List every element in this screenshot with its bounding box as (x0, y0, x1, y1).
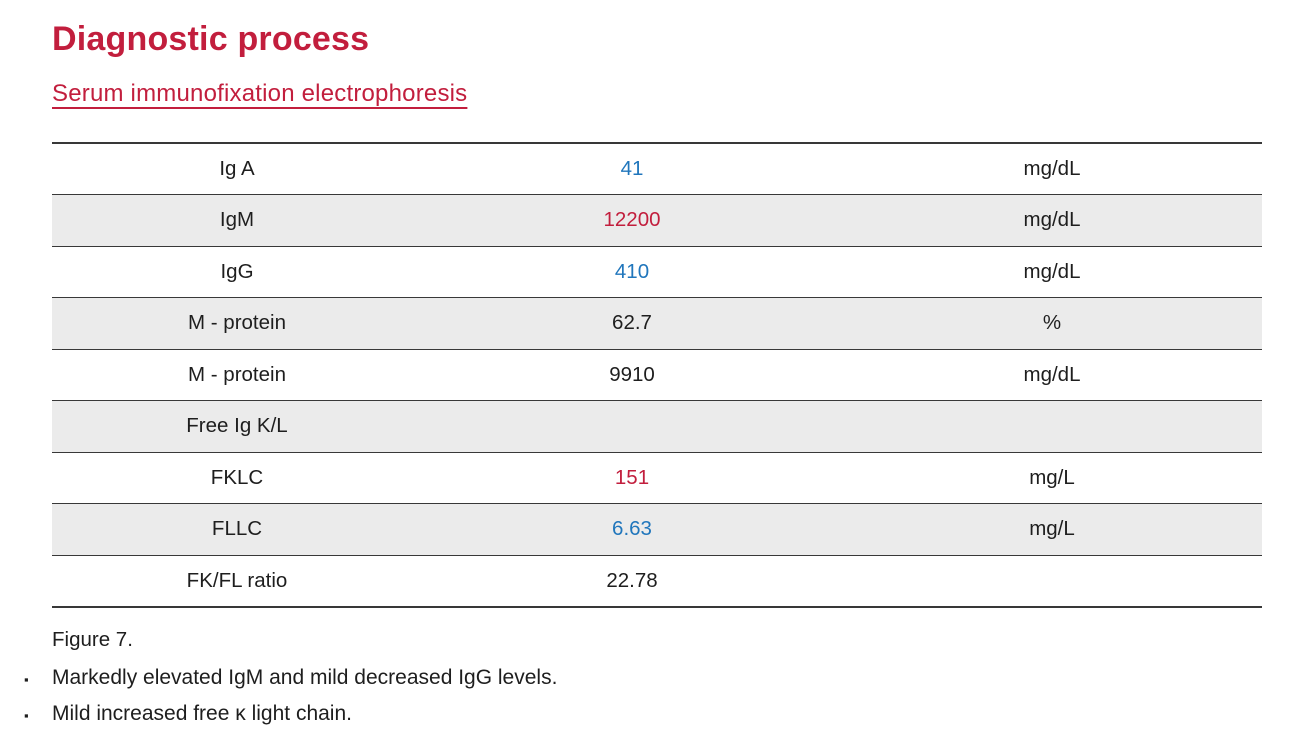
analyte-unit: mg/dL (1023, 259, 1081, 283)
table-row-fkfl-ratio: FK/FL ratio 22.78 (52, 555, 1262, 607)
analyte-unit: mg/dL (1023, 362, 1081, 386)
analyte-value: 410 (614, 259, 650, 283)
findings-list: ▪ Markedly elevated IgM and mild decreas… (24, 661, 1262, 733)
table-row-iga: Ig A 41 mg/dL (52, 143, 1262, 196)
analyte-label: FK/FL ratio (186, 568, 288, 592)
section-subtitle: Serum immunofixation electrophoresis (52, 80, 468, 108)
analyte-unit: mg/L (1029, 517, 1075, 541)
finding-text: Mild increased free κ light chain. (52, 702, 352, 726)
analyte-unit: % (1042, 311, 1062, 335)
analyte-unit: mg/L (1029, 465, 1075, 489)
analyte-value: 62.7 (612, 311, 652, 335)
list-item: ▪ Mild increased free κ light chain. (24, 697, 1262, 733)
table-row-free-ig-kl: Free Ig K/L (52, 401, 1262, 453)
table-row-mprotein-pct: M - protein 62.7 % (52, 298, 1262, 350)
analyte-unit: mg/dL (1023, 156, 1081, 180)
analyte-label: Free Ig K/L (186, 414, 288, 438)
analyte-label: M - protein (188, 362, 286, 386)
table-row-igm: IgM 12200 mg/dL (52, 195, 1262, 247)
analyte-label: FKLC (210, 465, 264, 489)
finding-text: Markedly elevated IgM and mild decreased… (52, 666, 558, 690)
table-row-mprotein-mgdl: M - protein 9910 mg/dL (52, 349, 1262, 402)
table-row-igg: IgG 410 mg/dL (52, 246, 1262, 299)
analyte-label: M - protein (188, 311, 286, 335)
page-title: Diagnostic process (52, 20, 370, 58)
analyte-label: Ig A (219, 156, 255, 180)
table-row-fklc: FKLC 151 mg/L (52, 452, 1262, 505)
bullet-square-icon: ▪ (24, 708, 29, 724)
analyte-value: 6.63 (612, 517, 652, 541)
analyte-unit: mg/dL (1023, 208, 1081, 232)
analyte-value: 9910 (609, 362, 655, 386)
list-item: ▪ Markedly elevated IgM and mild decreas… (24, 661, 1262, 697)
analyte-value: 41 (620, 156, 644, 180)
bullet-square-icon: ▪ (24, 672, 29, 688)
analyte-value: 151 (614, 465, 650, 489)
lab-results-table: Ig A 41 mg/dL IgM 12200 mg/dL IgG 410 mg… (52, 141, 1262, 609)
table-row-fllc: FLLC 6.63 mg/L (52, 504, 1262, 556)
analyte-label: IgM (219, 208, 255, 232)
analyte-label: FLLC (211, 517, 263, 541)
analyte-label: IgG (220, 259, 254, 283)
analyte-value: 12200 (603, 208, 661, 232)
analyte-value: 22.78 (606, 568, 658, 592)
figure-caption: Figure 7. (52, 628, 133, 652)
